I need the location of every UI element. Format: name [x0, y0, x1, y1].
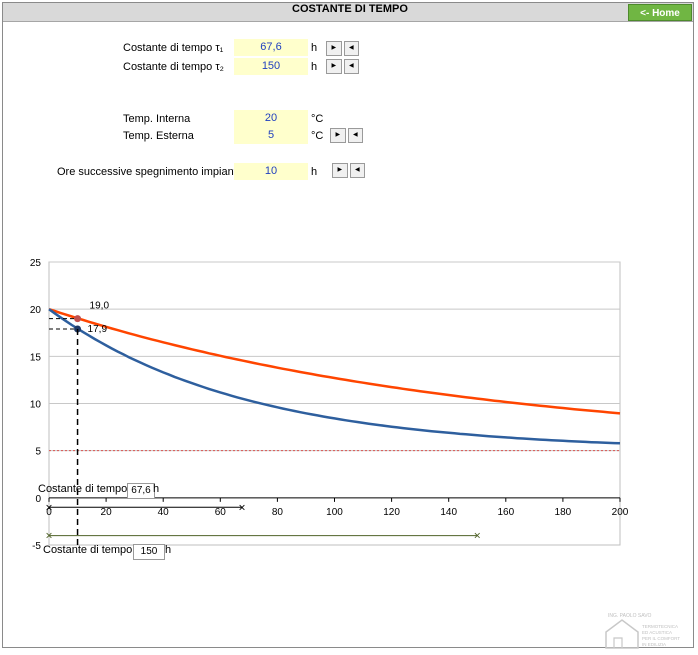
- tau2-unit: h: [311, 61, 318, 73]
- tau1-spinner[interactable]: ▶ ◀: [326, 41, 361, 56]
- page-title: COSTANTE DI TEMPO: [292, 3, 408, 15]
- slider2-value[interactable]: 150: [133, 544, 165, 560]
- slider1-label: Costante di tempo: [38, 483, 128, 495]
- svg-text:IN EDILIZIA: IN EDILIZIA: [642, 642, 666, 647]
- t-int-unit: °C: [311, 113, 324, 125]
- increase-icon[interactable]: ▶: [326, 59, 342, 74]
- home-button[interactable]: <- Home: [628, 4, 692, 21]
- svg-text:ED ACUSTICA: ED ACUSTICA: [642, 630, 672, 635]
- ore-spinner[interactable]: ▶ ◀: [332, 163, 367, 178]
- tau1-unit: h: [311, 42, 318, 54]
- tau2-spinner[interactable]: ▶ ◀: [326, 59, 361, 74]
- slider2-unit: h: [165, 544, 172, 556]
- tau1-label: Costante di tempo τ₁: [123, 42, 224, 54]
- ore-label: Ore successive spegnimento impianto: [57, 166, 243, 178]
- decrease-icon[interactable]: ◀: [347, 128, 363, 143]
- t-int-label: Temp. Interna: [123, 113, 191, 125]
- svg-text:TERMOTECNICA: TERMOTECNICA: [642, 624, 678, 629]
- increase-icon[interactable]: ▶: [326, 41, 342, 56]
- t-ext-label: Temp. Esterna: [123, 130, 194, 142]
- ore-value[interactable]: 10: [234, 163, 308, 180]
- slider2-label: Costante di tempo: [43, 544, 133, 556]
- t-ext-value[interactable]: 5: [234, 127, 308, 144]
- tau2-value[interactable]: 150: [234, 58, 308, 75]
- house-logo-icon: ING. PAOLO SAVO TERMOTECNICA ED ACUSTICA…: [605, 613, 680, 649]
- tau1-value[interactable]: 67,6: [234, 39, 308, 56]
- t-int-value[interactable]: 20: [234, 110, 308, 127]
- slider1-value[interactable]: 67,6: [127, 483, 155, 499]
- decrease-icon[interactable]: ◀: [343, 41, 359, 56]
- decrease-icon[interactable]: ◀: [343, 59, 359, 74]
- tau2-label: Costante di tempo τ₂: [123, 61, 224, 73]
- svg-text:PER IL COMFORT: PER IL COMFORT: [642, 636, 680, 641]
- increase-icon[interactable]: ▶: [332, 163, 348, 178]
- decrease-icon[interactable]: ◀: [349, 163, 365, 178]
- company-logo: ING. PAOLO SAVO TERMOTECNICA ED ACUSTICA…: [600, 610, 692, 650]
- title-bar: [3, 3, 693, 22]
- svg-text:ING. PAOLO SAVO: ING. PAOLO SAVO: [608, 613, 652, 619]
- ore-unit: h: [311, 166, 318, 178]
- t-ext-unit: °C: [311, 130, 324, 142]
- increase-icon[interactable]: ▶: [330, 128, 346, 143]
- slider1-unit: h: [153, 483, 160, 495]
- t-ext-spinner[interactable]: ▶ ◀: [330, 128, 365, 143]
